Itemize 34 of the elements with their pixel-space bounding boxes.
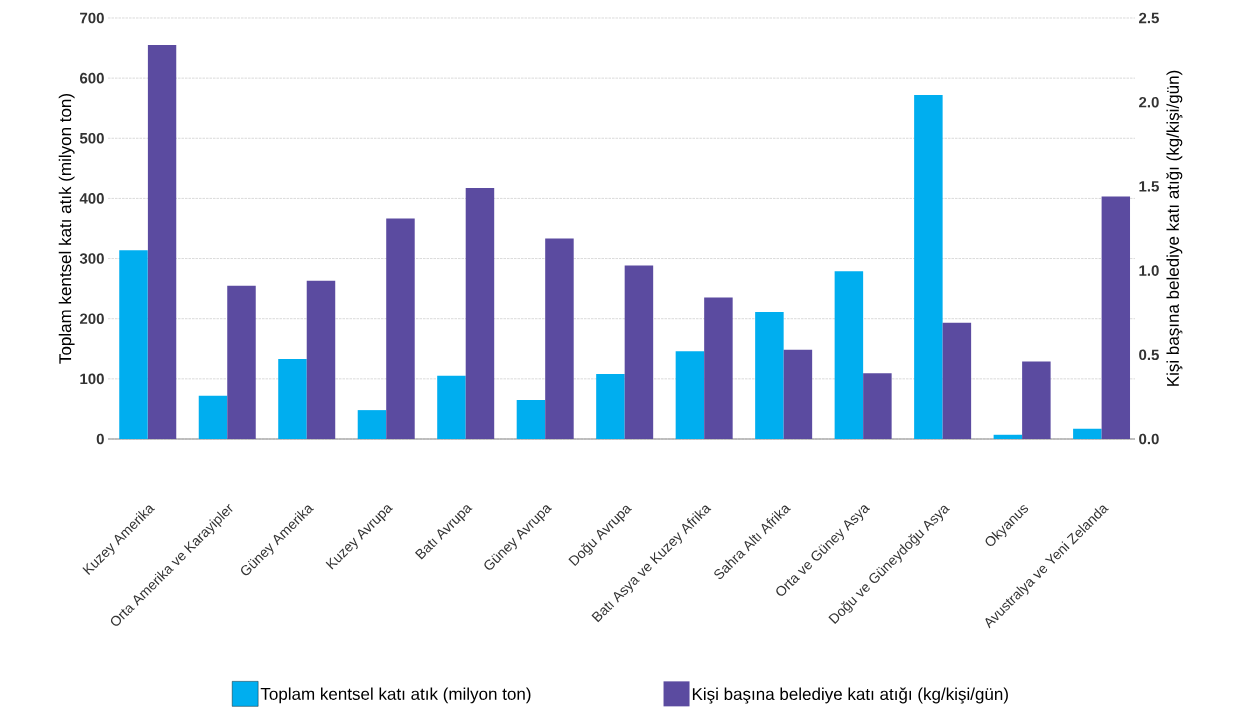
y-tick-label: 0 — [96, 433, 104, 445]
y2-axis-title: Kişi başına belediye katı atığı (kg/kişi/gün) — [1166, 70, 1183, 386]
y-axis-title: Toplam kentsel katı atık (milyon ton) — [58, 93, 75, 364]
bar — [1073, 428, 1102, 439]
bar — [357, 410, 387, 439]
bar — [993, 434, 1023, 439]
y-tick-label: 100 — [80, 373, 104, 385]
bar — [227, 285, 256, 439]
bar — [465, 188, 495, 439]
y2-tick-label: 2.0 — [1139, 96, 1159, 108]
y-tick-label: 700 — [80, 12, 104, 24]
bar — [914, 94, 943, 439]
bar — [834, 271, 864, 439]
y-tick-label: 300 — [79, 253, 104, 264]
y-tick-label: 500 — [79, 132, 104, 144]
y2-tick-label: 1.5 — [1139, 181, 1159, 192]
y2-tick-label: 0.5 — [1139, 349, 1159, 361]
legend-label: Toplam kentsel katı atık (milyon ton) — [260, 687, 531, 704]
y2-tick-label: 1.0 — [1139, 265, 1159, 276]
bar — [1101, 196, 1131, 439]
y-tick-label: 400 — [79, 193, 104, 204]
bar — [516, 399, 546, 439]
bar — [545, 238, 574, 439]
y2-tick-label: 0.0 — [1139, 433, 1159, 445]
bar — [147, 44, 177, 439]
legend-label: Kişi başına belediye katı atığı (kg/kişi/gün) — [692, 687, 1008, 704]
bar — [386, 218, 415, 439]
bar — [1022, 361, 1051, 439]
y-tick-label: 200 — [79, 313, 104, 325]
bar — [437, 375, 466, 439]
y2-tick-label: 2.5 — [1139, 12, 1159, 24]
bar — [198, 395, 228, 439]
bar — [624, 265, 654, 439]
y-tick-label: 600 — [80, 72, 104, 84]
